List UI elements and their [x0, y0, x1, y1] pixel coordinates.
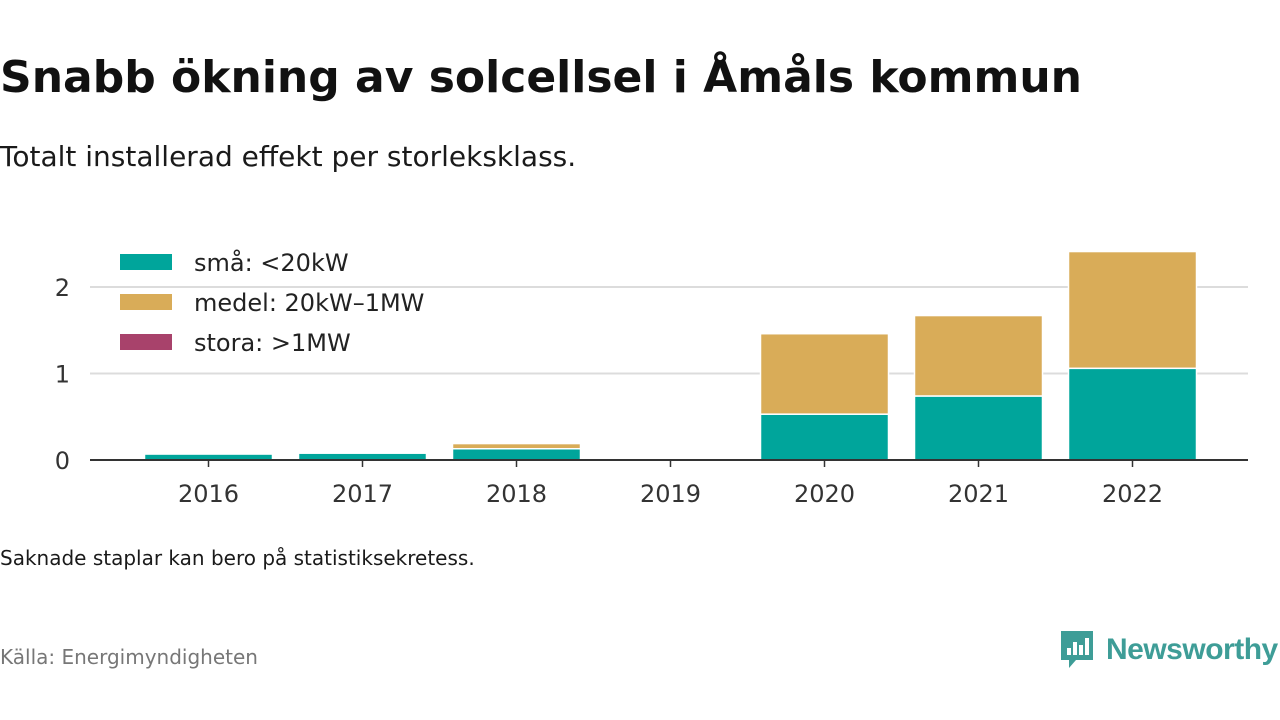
chart-title: Snabb ökning av solcellsel i Åmåls kommu…: [0, 52, 1082, 103]
source-label: Källa: Energimyndigheten: [0, 645, 258, 669]
axes: 0 1 2 2016 2017 2018 2019 2020 2021 2022: [55, 274, 1248, 508]
bar-segment: [1067, 367, 1198, 461]
legend-swatch: [120, 254, 172, 270]
bar-segment: [759, 332, 890, 415]
newsworthy-logo[interactable]: Newsworthy: [1058, 628, 1278, 672]
x-tick-label: 2019: [640, 480, 701, 508]
gridlines: [90, 286, 1248, 375]
bars: [143, 250, 1198, 461]
x-tick-label: 2016: [178, 480, 239, 508]
footnote: Saknade staplar kan bero på statistiksek…: [0, 546, 475, 570]
y-tick-label: 0: [55, 447, 70, 475]
bar-segment: [451, 448, 582, 461]
x-tick-label: 2018: [486, 480, 547, 508]
newsworthy-logo-icon: [1061, 631, 1093, 668]
bar-segment: [143, 452, 274, 455]
legend-label: medel: 20kW–1MW: [194, 289, 424, 317]
bar-segment: [297, 452, 428, 461]
x-tick-label: 2021: [948, 480, 1009, 508]
y-tick-label: 2: [55, 274, 70, 302]
bar-segment: [297, 451, 428, 454]
x-tick-label: 2017: [332, 480, 393, 508]
legend-swatch: [120, 294, 172, 310]
bar-segment: [1067, 250, 1198, 370]
legend-swatch: [120, 334, 172, 350]
y-tick-label: 1: [55, 361, 70, 389]
chart-subtitle: Totalt installerad effekt per storlekskl…: [0, 140, 577, 173]
bar-segment: [451, 442, 582, 450]
legend-label: stora: >1MW: [194, 329, 351, 357]
brand-name: Newsworthy: [1106, 633, 1278, 666]
x-tick-label: 2022: [1102, 480, 1163, 508]
legend: små: <20kW medel: 20kW–1MW stora: >1MW: [120, 248, 424, 357]
bar-segment: [759, 413, 890, 461]
x-tick-label: 2020: [794, 480, 855, 508]
bar-segment: [913, 395, 1044, 461]
legend-label: små: <20kW: [194, 248, 349, 277]
bar-segment: [913, 314, 1044, 397]
